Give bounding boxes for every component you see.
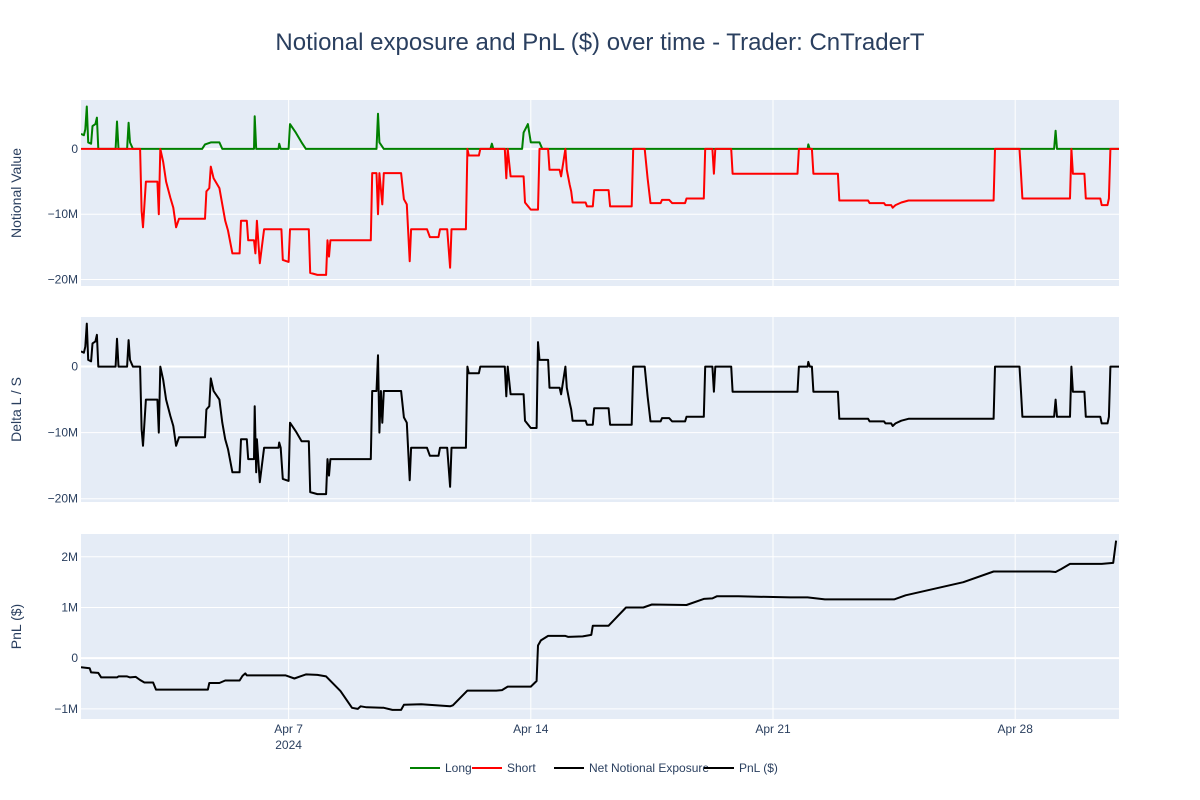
subplots: 0 −10M −20M Notional Value 0 −10M −20M Delta L … <box>8 100 1119 752</box>
y-tick-label: 0 <box>71 360 78 374</box>
y-tick-label: −10M <box>48 207 78 221</box>
subplot-notional: 0 −10M −20M Notional Value <box>8 100 1119 286</box>
y-tick-label: 1M <box>61 600 78 614</box>
legend-label: Short <box>507 761 536 775</box>
legend-item-short[interactable]: Short <box>472 761 536 775</box>
y-tick-label: −20M <box>48 492 78 506</box>
y-axis-label: Notional Value <box>8 148 24 238</box>
y-tick-label: −20M <box>48 272 78 286</box>
legend-label: PnL ($) <box>739 761 778 775</box>
y-axis-label: Delta L / S <box>8 377 24 442</box>
chart-title: Notional exposure and PnL ($) over time … <box>275 29 925 56</box>
legend-item-net-notional-exposure[interactable]: Net Notional Exposure <box>554 761 709 775</box>
x-tick-label: Apr 28 <box>998 722 1034 736</box>
y-tick-label: −10M <box>48 426 78 440</box>
subplot-delta: 0 −10M −20M Delta L / S <box>8 317 1119 506</box>
y-tick-label: 2M <box>61 550 78 564</box>
y-tick-label: 0 <box>71 651 78 665</box>
x-tick-label: Apr 14 <box>513 722 549 736</box>
series-line-net-notional-exposure <box>81 322 1119 496</box>
x-tick-label: Apr 21 <box>755 722 791 736</box>
legend-item-pnl[interactable]: PnL ($) <box>704 761 778 775</box>
series-line-pnl <box>81 540 1118 711</box>
subplot-pnl: 2M 1M 0 −1M PnL ($) Apr 7 2024 Apr 14 Apr 21 Apr … <box>8 534 1119 752</box>
series-line-long <box>81 105 1119 150</box>
series-line-short <box>81 147 1119 276</box>
legend-label: Net Notional Exposure <box>589 761 709 775</box>
y-axis-label: PnL ($) <box>8 604 24 649</box>
legend: Long Short Net Notional Exposure PnL ($) <box>410 761 778 775</box>
y-tick-label: −1M <box>54 702 78 716</box>
y-tick-label: 0 <box>71 142 78 156</box>
plot-background <box>81 317 1119 502</box>
legend-label: Long <box>445 761 472 775</box>
plot-background <box>81 100 1119 286</box>
x-tick-sublabel: 2024 <box>275 738 302 752</box>
legend-item-long[interactable]: Long <box>410 761 472 775</box>
x-tick-label: Apr 7 <box>274 722 303 736</box>
